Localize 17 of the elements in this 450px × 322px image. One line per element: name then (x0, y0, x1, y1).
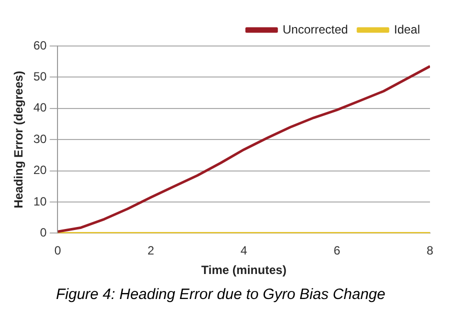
y-tick-label: 40 (33, 100, 48, 115)
y-tick-label: 10 (33, 194, 48, 208)
x-tick-label: 2 (147, 244, 154, 258)
y-tick-label: 50 (33, 70, 48, 84)
x-tick-label: 8 (426, 244, 434, 258)
legend-label: Uncorrected (282, 22, 348, 36)
caption: Figure 4: Heading Error due to Gyro Bias Change (55, 286, 386, 303)
x-tick-label: 4 (240, 244, 248, 258)
x-tick-label: 0 (54, 244, 62, 258)
y-tick-label: 30 (33, 132, 48, 146)
x-tick-label: 6 (334, 244, 341, 258)
y-axis-title: Heading Error (degrees) (12, 70, 26, 208)
legend-label: Ideal (394, 22, 420, 36)
y-tick-label: 60 (33, 38, 48, 52)
y-tick-label: 20 (33, 163, 48, 178)
x-axis-title: Time (minutes) (201, 263, 286, 278)
y-tick-label: 0 (40, 226, 48, 240)
